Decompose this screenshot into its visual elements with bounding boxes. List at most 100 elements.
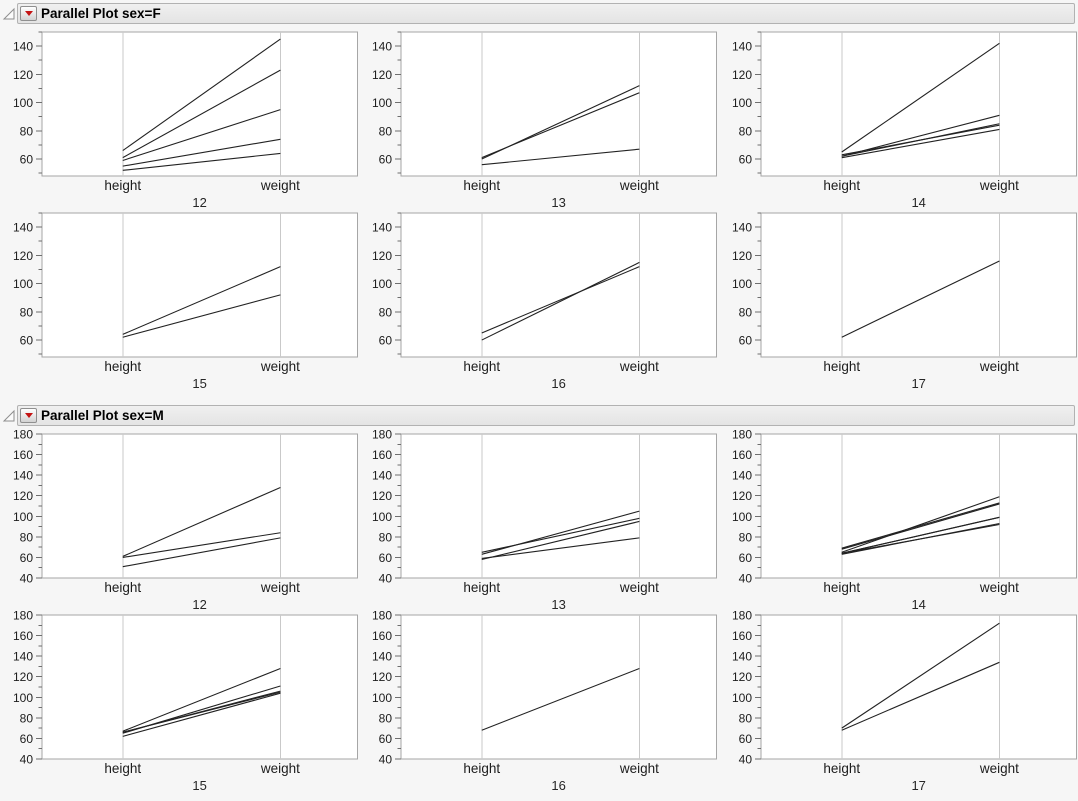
outline-title: Parallel Plot sex=M [41,408,164,423]
y-axis-tick-label: 60 [379,551,393,565]
y-axis-tick-label: 120 [372,670,392,684]
plot-frame [400,614,718,760]
outline-section-sex-f: Parallel Plot sex=F 60 80 100 120 140 height w… [0,3,1078,390]
y-axis-tick-label: 40 [379,753,393,767]
y-axis-tick-label: 160 [372,629,392,643]
parallel-line[interactable] [481,261,640,341]
category-label: height [823,359,860,374]
red-triangle-menu-button[interactable] [20,408,37,423]
age-group-label: 13 [552,597,566,611]
y-axis-tick-label: 100 [732,510,752,524]
y-axis-tick-label: 120 [13,489,33,503]
y-axis-tick-label: 120 [372,249,392,263]
parallel-line[interactable] [841,496,1000,553]
y-axis-tick-label: 140 [372,40,392,54]
parallel-line[interactable] [841,516,1000,554]
parallel-plot-panel-age-12[interactable]: 60 80 100 120 140 height weight 12 [0,28,359,209]
outline-header: Parallel Plot sex=F [0,3,1078,24]
y-axis-tick-label: 160 [13,629,33,643]
y-axis-tick-label: 140 [732,40,752,54]
parallel-plot-panel-age-14[interactable]: 40 60 80 100 120 140 160 180 height weight 14 [719,430,1078,611]
parallel-line[interactable] [841,503,1000,550]
parallel-line[interactable] [122,109,281,161]
category-label: height [464,761,501,776]
y-axis-tick-label: 60 [379,334,393,348]
parallel-plot-panel-age-14[interactable]: 60 80 100 120 140 height weight 14 [719,28,1078,209]
parallel-line[interactable] [841,502,1000,549]
disclosure-open-icon[interactable] [2,409,16,423]
y-axis-tick-label: 40 [738,572,752,586]
y-axis-tick-label: 100 [13,277,33,291]
parallel-plot-panel-age-15[interactable]: 40 60 80 100 120 140 160 180 height weight 15 [0,611,359,792]
y-axis-tick-label: 100 [13,510,33,524]
y-axis-tick-label: 40 [20,572,34,586]
age-group-label: 16 [552,778,566,792]
parallel-line[interactable] [122,138,281,167]
parallel-line[interactable] [481,510,640,555]
parallel-line[interactable] [841,523,1000,554]
parallel-plot-panel-age-17[interactable]: 60 80 100 120 140 height weight 17 [719,209,1078,390]
parallel-plot-panel-age-13[interactable]: 60 80 100 120 140 height weight 13 [359,28,718,209]
parallel-line[interactable] [841,260,1000,338]
parallel-line[interactable] [841,661,1000,731]
parallel-line[interactable] [122,69,281,159]
parallel-line[interactable] [482,537,640,560]
parallel-plot-panel-age-16[interactable]: 60 80 100 120 140 height weight 16 [359,209,718,390]
y-axis-tick-label: 140 [372,221,392,235]
y-axis-tick-label: 140 [13,650,33,664]
parallel-line[interactable] [482,148,640,166]
parallel-line[interactable] [122,532,281,558]
parallel-plot-panel-age-13[interactable]: 40 60 80 100 120 140 160 180 height weight 13 [359,430,718,611]
category-label: weight [979,761,1019,776]
category-label: weight [260,761,300,776]
y-axis-tick-label: 80 [738,711,752,725]
disclosure-open-icon[interactable] [2,7,16,21]
plot-frame [41,31,358,177]
y-axis-tick-label: 80 [379,305,393,319]
y-axis-tick-label: 120 [13,68,33,82]
panel-grid-sex-f: 60 80 100 120 140 height weight 12 60 80 100 120 140… [0,28,1078,390]
category-label: weight [979,178,1019,193]
parallel-plot-panel-age-15[interactable]: 60 80 100 120 140 height weight 15 [0,209,359,390]
category-label: weight [619,178,659,193]
category-label: height [104,178,141,193]
parallel-plot-panel-age-17[interactable]: 40 60 80 100 120 140 160 180 height weight 17 [719,611,1078,792]
plot-frame [41,212,358,358]
plot-frame [400,31,718,177]
parallel-line[interactable] [122,294,281,338]
parallel-line[interactable] [122,486,281,557]
parallel-plot-panel-age-12[interactable]: 40 60 80 100 120 140 160 180 height weight 12 [0,430,359,611]
y-axis-tick-label: 140 [372,650,392,664]
parallel-line[interactable] [122,667,281,732]
y-axis-tick-label: 120 [732,68,752,82]
parallel-line[interactable] [481,266,640,334]
parallel-line[interactable] [122,266,281,335]
parallel-line[interactable] [841,42,1000,153]
y-axis-tick-label: 80 [379,124,393,138]
y-axis-tick-label: 80 [20,305,34,319]
y-axis-tick-label: 60 [379,153,393,167]
category-label: height [104,359,141,374]
red-triangle-menu-button[interactable] [20,6,37,21]
parallel-line[interactable] [841,123,1000,157]
parallel-line[interactable] [481,520,640,561]
y-axis-tick-label: 180 [372,611,392,622]
parallel-line[interactable] [122,38,281,152]
category-label: weight [260,359,300,374]
age-group-label: 12 [192,195,206,209]
parallel-line[interactable] [841,128,1000,159]
parallel-line[interactable] [122,537,281,568]
parallel-line[interactable] [841,622,1000,729]
y-axis-tick-label: 100 [372,691,392,705]
y-axis-tick-label: 180 [732,611,752,622]
parallel-line[interactable] [481,92,640,159]
y-axis-tick-label: 100 [732,96,752,110]
parallel-line[interactable] [122,152,281,171]
y-axis-tick-label: 100 [372,96,392,110]
parallel-plot-panel-age-16[interactable]: 40 60 80 100 120 140 160 180 height weight 16 [359,611,718,792]
parallel-line[interactable] [122,690,281,733]
category-label: height [464,580,501,595]
parallel-line[interactable] [122,692,281,737]
y-axis-tick-label: 140 [732,650,752,664]
parallel-line[interactable] [481,667,640,731]
